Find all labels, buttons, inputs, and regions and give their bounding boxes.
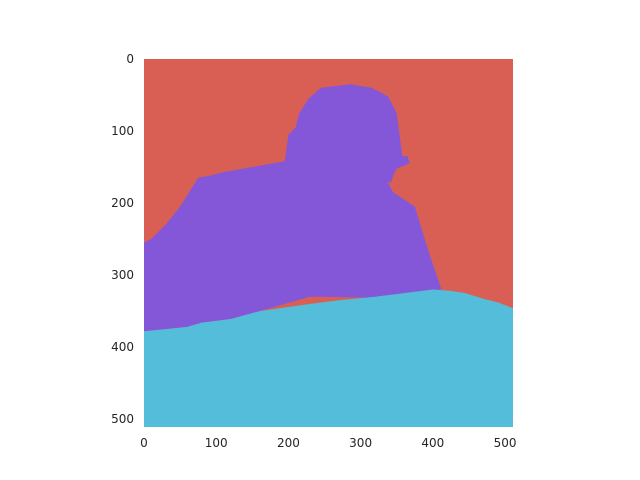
- y-tick-label: 0: [126, 52, 134, 66]
- mask-region-ground: [144, 289, 513, 427]
- y-tick-label: 300: [111, 268, 134, 282]
- x-tick-label: 0: [140, 436, 148, 450]
- y-tick-label: 100: [111, 124, 134, 138]
- x-axis: 0 100 200 300 400 500: [140, 436, 516, 450]
- x-tick-label: 200: [277, 436, 300, 450]
- y-tick-label: 400: [111, 340, 134, 354]
- y-tick-label: 200: [111, 196, 134, 210]
- mask-region-subject: [144, 84, 442, 332]
- x-tick-label: 100: [205, 436, 228, 450]
- x-tick-label: 400: [421, 436, 444, 450]
- x-tick-label: 300: [349, 436, 372, 450]
- plot-area: [144, 59, 513, 427]
- y-tick-label: 500: [111, 412, 134, 426]
- x-tick-label: 500: [494, 436, 517, 450]
- y-axis: 0 100 200 300 400 500: [111, 52, 134, 426]
